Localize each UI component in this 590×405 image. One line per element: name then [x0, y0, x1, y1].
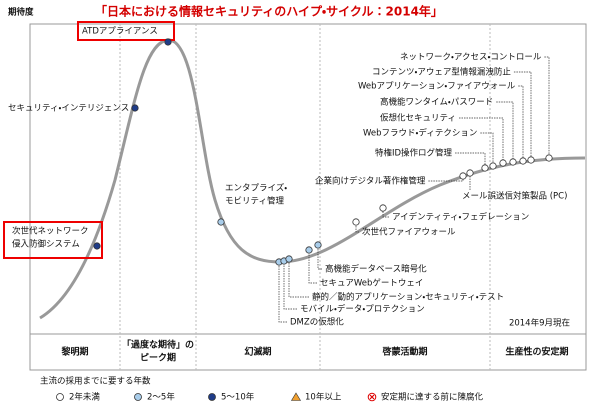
leader-line: [459, 117, 504, 163]
leader-line: [496, 101, 514, 162]
technology-label: ATDアプライアンス: [82, 27, 158, 37]
technology-label: 企業向けデジタル著作権管理: [315, 176, 426, 187]
technology-dot: [217, 218, 225, 226]
legend-symbol: [290, 392, 302, 401]
legend-label: 10年以上: [305, 392, 342, 403]
legend-symbol: [134, 393, 142, 401]
technology-label: メール誤送信対策製品 (PC): [462, 191, 567, 202]
leader-line: [544, 56, 550, 158]
phase-label: 「過度な期待」の: [122, 339, 194, 351]
technology-dot: [499, 159, 507, 167]
leader-line: [288, 259, 309, 298]
technology-dot: [466, 169, 474, 177]
legend-title: 主流の採用までに要する年数: [40, 376, 151, 387]
technology-label: 次世代ネットワーク: [12, 226, 89, 237]
technology-label: アイデンティティ・フェデレーション: [392, 212, 529, 223]
technology-label: 高機能ワンタイム・パスワード: [380, 97, 493, 108]
technology-dot: [131, 104, 139, 112]
highlight-box: [77, 21, 175, 41]
technology-label: コンテンツ・アウェア型情報漏洩防止: [372, 67, 511, 78]
technology-label: セキュリティ・インテリジェンス: [8, 104, 129, 114]
legend-label: 5～10年: [221, 392, 255, 403]
technology-dot: [509, 158, 517, 166]
phase-label: ピーク期: [140, 352, 176, 364]
phase-lines: [119, 24, 491, 370]
technology-dot: [527, 156, 535, 164]
technology-label: セキュアWebゲートウェイ: [320, 278, 423, 289]
legend-label: 2年未満: [69, 392, 100, 403]
leader-line: [278, 262, 287, 323]
phase-label: 啓蒙活動期: [381, 346, 427, 358]
legend-symbol: [208, 393, 216, 401]
leader-line: [283, 261, 297, 310]
phase-label: 生産性の安定期: [505, 346, 568, 358]
technology-label: 特権ID操作ログ管理: [375, 148, 453, 159]
technology-dot: [93, 242, 101, 250]
technology-dot: [379, 204, 387, 212]
leader-line: [480, 132, 494, 166]
technology-label: 侵入防御システム: [12, 239, 80, 250]
technology-label: モビリティ管理: [225, 196, 284, 207]
technology-label: モバイル・データ・プロテクション: [300, 304, 425, 315]
technology-label: 静的／動的アプリケーション・セキュリティ・テスト: [312, 292, 504, 303]
technology-label: 仮想化セキュリティ: [380, 113, 456, 124]
technology-label: Webフラウド・ディテクション: [363, 128, 477, 139]
technology-label: Webアプリケーション・ファイアウォール: [358, 82, 516, 92]
frame: [29, 23, 587, 371]
highlight-box: [3, 221, 103, 259]
technology-label: 次世代ファイアウォール: [362, 227, 456, 238]
technology-label: ネットワーク・アクセス・コントロール: [400, 53, 542, 63]
technology-dot: [285, 255, 293, 263]
y-axis-label: 期待度: [8, 7, 34, 18]
phase-label: 黎明期: [61, 346, 88, 358]
leader-lines: [278, 56, 550, 323]
leader-line: [317, 245, 322, 270]
legend-label: 安定期に達する前に陳腐化: [381, 392, 484, 403]
leader-line: [518, 85, 524, 161]
legend-symbol: [56, 393, 64, 401]
technology-dot: [314, 241, 322, 249]
phase-label: 幻滅期: [244, 346, 271, 358]
technology-dot: [545, 154, 553, 162]
title: 「日本における情報セキュリティのハイプ・サイクル：2014年」: [95, 4, 443, 19]
technology-dot: [519, 157, 527, 165]
leader-line: [455, 152, 486, 168]
technology-label: エンタプライズ・: [225, 183, 287, 194]
legend-symbol: [369, 394, 375, 400]
technology-dot: [459, 172, 467, 180]
leader-line: [382, 208, 389, 218]
technology-dot: [489, 162, 497, 170]
leader-line: [355, 222, 359, 233]
date-note: 2014年9月現在: [509, 318, 570, 329]
legend-label: 2～5年: [147, 392, 175, 403]
technology-label: DMZの仮想化: [290, 317, 344, 328]
technology-dot: [305, 246, 313, 254]
dots: [93, 38, 553, 266]
technology-dot: [352, 218, 360, 226]
technology-dot: [164, 38, 172, 46]
technology-label: 高機能データベース暗号化: [325, 264, 427, 275]
leader-line: [513, 71, 532, 160]
hype-curve: [39, 38, 586, 320]
technology-dot: [481, 164, 489, 172]
leader-line: [308, 250, 317, 284]
